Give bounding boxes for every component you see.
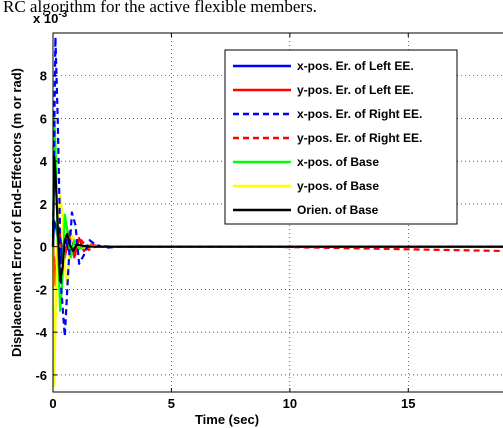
y-tick-label: 6: [40, 111, 47, 126]
x-tick-label: 15: [401, 396, 415, 411]
x-tick-label: 10: [283, 396, 297, 411]
y-tick-label: -2: [35, 282, 47, 297]
y-multiplier-text: x 10: [33, 11, 58, 26]
figure-caption-fragment: RC algorithm for the active flexible mem…: [3, 0, 317, 16]
legend-label: x-pos. of Base: [297, 155, 379, 169]
y-tick-label: 2: [40, 197, 47, 212]
y-tick-label: 0: [40, 240, 47, 255]
legend-label: x-pos. Er. of Left EE.: [297, 59, 414, 73]
y-exponent-text: -3: [58, 9, 67, 20]
legend: x-pos. Er. of Left EE. y-pos. Er. of Left…: [224, 49, 458, 225]
y-tick-label: -6: [35, 368, 47, 383]
y-tick-label: 8: [40, 69, 47, 84]
axis-ticks: 0 5 10 15 -6 -4 -2 0 2 4 6 8: [35, 33, 415, 411]
y-tick-label: 4: [40, 154, 48, 169]
y-axis-label: Displacement Error of End-Effectors (m o…: [9, 68, 24, 357]
axes-frame: [52, 32, 503, 393]
x-tick-label: 0: [49, 396, 56, 411]
legend-label: y-pos. Er. of Left EE.: [297, 83, 414, 97]
legend-label: y-pos. Er. of Right EE.: [297, 131, 422, 145]
series-line-6: [51, 155, 503, 282]
series-lines: [51, 36, 503, 387]
x-tick-label: 5: [168, 396, 175, 411]
y-axis-exponent: x 10-3: [33, 9, 68, 26]
x-axis-label: Time (sec): [195, 412, 259, 427]
y-tick-label: -4: [35, 325, 47, 340]
legend-label: y-pos. of Base: [297, 179, 379, 193]
svg-text:x 10-3: x 10-3: [33, 9, 68, 26]
legend-label: Orien. of Base: [297, 203, 379, 217]
legend-label: x-pos. Er. of Right EE.: [297, 107, 422, 121]
